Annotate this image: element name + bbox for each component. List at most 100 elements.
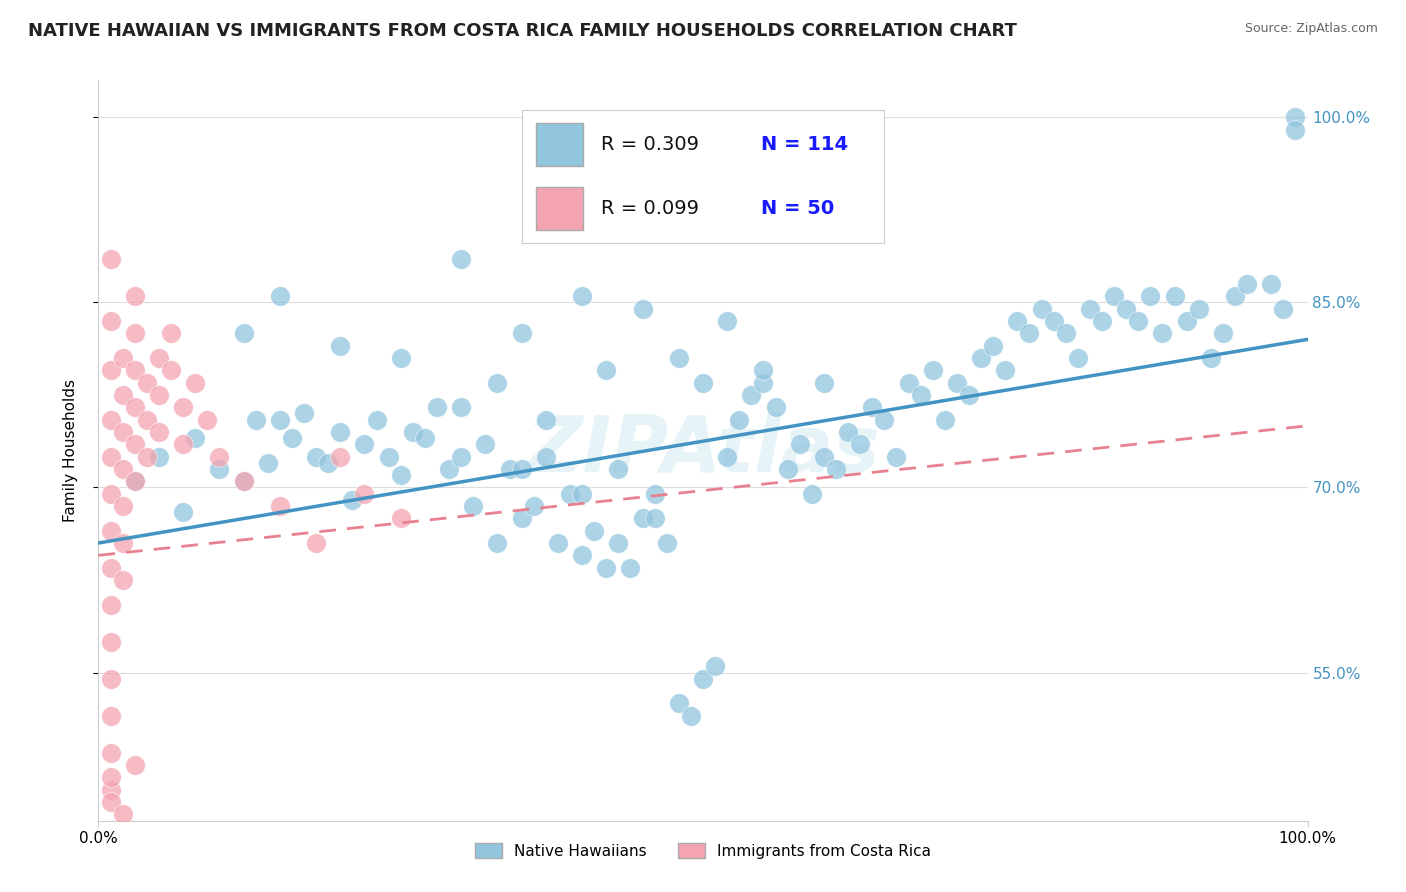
Point: [946, 376, 969, 390]
Point: [111, 573, 134, 587]
Point: [463, 499, 485, 513]
Point: [184, 376, 207, 390]
Point: [1260, 277, 1282, 291]
Point: [655, 536, 678, 550]
Point: [679, 708, 702, 723]
Point: [970, 351, 993, 365]
Point: [450, 252, 472, 267]
Point: [583, 524, 606, 538]
Point: [402, 425, 425, 439]
Point: [124, 475, 146, 489]
Point: [100, 412, 122, 426]
Point: [366, 412, 388, 426]
Point: [269, 412, 291, 426]
Point: [172, 401, 194, 415]
Point: [135, 450, 157, 464]
Point: [1102, 289, 1125, 303]
Point: [849, 437, 872, 451]
Point: [148, 388, 170, 402]
Point: [752, 363, 775, 377]
Y-axis label: Family Households: Family Households: [63, 379, 77, 522]
Point: [740, 388, 762, 402]
Point: [776, 462, 799, 476]
Point: [1152, 326, 1174, 341]
Point: [1236, 277, 1258, 291]
Point: [100, 782, 122, 797]
Point: [232, 475, 254, 489]
Point: [377, 450, 399, 464]
Point: [426, 401, 449, 415]
Point: [195, 412, 218, 426]
Point: [1212, 326, 1234, 341]
Point: [765, 401, 787, 415]
Point: [111, 462, 134, 476]
Legend: Native Hawaiians, Immigrants from Costa Rica: Native Hawaiians, Immigrants from Costa …: [468, 837, 938, 865]
Point: [100, 746, 122, 760]
Point: [413, 431, 436, 445]
Point: [1115, 301, 1137, 316]
Point: [510, 326, 533, 341]
Point: [100, 634, 122, 648]
Point: [172, 437, 194, 451]
Point: [994, 363, 1017, 377]
Point: [135, 376, 157, 390]
Text: ZIPAtlas: ZIPAtlas: [526, 412, 880, 489]
Point: [607, 536, 630, 550]
Point: [860, 401, 883, 415]
Point: [571, 289, 593, 303]
Point: [752, 376, 775, 390]
Text: Source: ZipAtlas.com: Source: ZipAtlas.com: [1244, 22, 1378, 36]
Point: [498, 462, 520, 476]
Point: [1175, 314, 1198, 328]
Point: [631, 511, 654, 525]
Point: [305, 450, 328, 464]
Point: [934, 412, 956, 426]
Point: [124, 401, 146, 415]
Point: [1078, 301, 1101, 316]
Point: [1018, 326, 1040, 341]
Point: [281, 431, 304, 445]
Point: [595, 363, 617, 377]
Point: [269, 289, 291, 303]
Point: [1031, 301, 1053, 316]
Point: [910, 388, 932, 402]
Point: [100, 524, 122, 538]
Point: [716, 450, 738, 464]
Point: [486, 536, 509, 550]
Text: NATIVE HAWAIIAN VS IMMIGRANTS FROM COSTA RICA FAMILY HOUSEHOLDS CORRELATION CHAR: NATIVE HAWAIIAN VS IMMIGRANTS FROM COSTA…: [28, 22, 1017, 40]
Point: [800, 486, 823, 500]
Point: [148, 450, 170, 464]
Point: [547, 536, 569, 550]
Point: [148, 425, 170, 439]
Point: [100, 598, 122, 612]
Point: [135, 412, 157, 426]
Point: [111, 807, 134, 822]
Point: [921, 363, 943, 377]
Point: [692, 376, 714, 390]
Point: [789, 437, 811, 451]
Point: [668, 697, 690, 711]
Point: [124, 475, 146, 489]
Point: [111, 425, 134, 439]
Point: [595, 560, 617, 574]
Point: [813, 376, 835, 390]
Point: [644, 511, 666, 525]
Point: [389, 511, 412, 525]
Point: [886, 450, 908, 464]
Point: [644, 486, 666, 500]
Point: [523, 499, 546, 513]
Point: [534, 412, 557, 426]
Point: [100, 363, 122, 377]
Point: [124, 437, 146, 451]
Point: [450, 450, 472, 464]
Point: [716, 314, 738, 328]
Point: [100, 486, 122, 500]
Point: [100, 252, 122, 267]
Point: [316, 456, 339, 470]
Point: [353, 437, 375, 451]
Point: [1042, 314, 1064, 328]
Point: [1067, 351, 1090, 365]
Point: [148, 351, 170, 365]
Point: [510, 462, 533, 476]
Point: [124, 289, 146, 303]
